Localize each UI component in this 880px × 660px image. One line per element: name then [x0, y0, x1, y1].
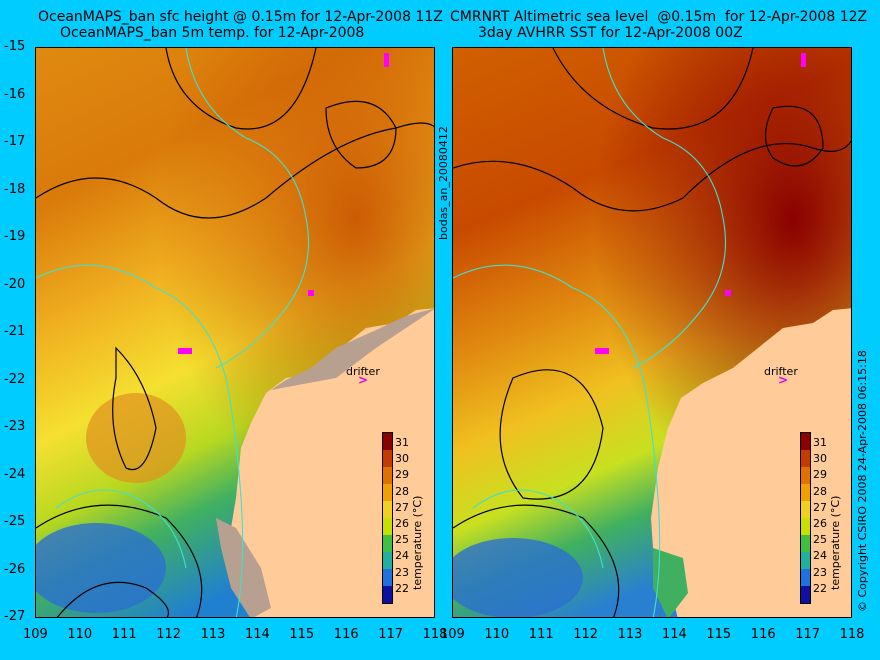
y-axis-label: -26	[4, 561, 26, 577]
bathymetry-lines-right	[453, 48, 726, 617]
colorbar-segment	[383, 467, 392, 484]
bathymetry-lines	[36, 48, 309, 617]
colorbar-tick: 31	[813, 436, 827, 449]
colorbar-right	[800, 432, 811, 604]
y-axis-label: -25	[4, 514, 26, 529]
x-axis-label: 110	[484, 627, 510, 642]
left-title-line1: OceanMAPS_ban sfc height @ 0.15m for 12-…	[38, 9, 443, 25]
right-title-line2: 3day AVHRR SST for 12-Apr-2008 00Z	[478, 25, 743, 41]
colorbar-left	[382, 432, 393, 604]
colorbar-segment	[383, 518, 392, 535]
colorbar-tick: 23	[395, 565, 409, 579]
center-date-label: bodas_an_20080412	[437, 126, 450, 240]
colorbar-tick: 29	[395, 468, 409, 482]
colorbar-segment	[801, 501, 810, 518]
left-map-image	[36, 48, 434, 617]
colorbar-tick: 26	[813, 517, 827, 530]
colorbar-tick: 24	[813, 549, 827, 563]
colorbar-segment	[801, 535, 810, 552]
y-axis-label: -23	[4, 419, 26, 434]
colorbar-tick: 23	[813, 565, 827, 579]
colorbar-tick: 28	[395, 484, 409, 498]
x-axis-label: 112	[573, 627, 599, 642]
colorbar-title-left: temperature (°C)	[411, 495, 424, 590]
colorbar-tick: 30	[813, 452, 827, 466]
colorbar-segment	[801, 569, 810, 586]
x-axis-label: 114	[662, 627, 687, 642]
left-title-line2: OceanMAPS_ban 5m temp. for 12-Apr-2008	[60, 25, 365, 41]
colorbar-tick: 29	[813, 468, 827, 482]
colorbar-segment	[801, 433, 810, 450]
colorbar-segment	[801, 467, 810, 484]
drifter-marker-left: >	[358, 373, 369, 387]
colorbar-segment	[801, 552, 810, 569]
colorbar-segment	[383, 501, 392, 518]
x-axis-label: 117	[795, 627, 821, 642]
y-axis-label: -21	[4, 324, 26, 339]
x-axis-label: 117	[378, 627, 404, 642]
highlight-markers-right	[595, 53, 806, 354]
colorbar-segment	[383, 586, 392, 603]
colorbar-tick: 30	[395, 452, 409, 466]
colorbar-tick: 25	[813, 533, 827, 547]
colorbar-segment	[383, 450, 392, 467]
x-axis-label: 109	[23, 627, 48, 642]
x-axis-label: 112	[156, 627, 182, 642]
y-axis-label: -19	[4, 229, 26, 244]
x-axis-label: 116	[750, 627, 776, 642]
right-map-panel	[452, 47, 852, 618]
colorbar-tick: 25	[395, 533, 409, 547]
colorbar-tick: 26	[395, 517, 409, 530]
x-axis-label: 118	[839, 627, 865, 642]
colorbar-tick: 27	[395, 500, 409, 514]
colorbar-title-right: temperature (°C)	[829, 495, 842, 590]
x-axis-label: 109	[440, 627, 465, 642]
colorbar-segment	[801, 484, 810, 501]
colorbar-segment	[383, 552, 392, 569]
right-title-line1: CMRNRT Altimetric sea level @0.15m for 1…	[450, 9, 868, 25]
colorbar-tick: 22	[395, 581, 409, 595]
y-axis-label: -16	[4, 86, 26, 102]
y-axis-label: -27	[4, 609, 26, 624]
colorbar-tick: 22	[813, 581, 827, 595]
left-map-panel	[35, 47, 435, 618]
x-axis-label: 111	[111, 627, 137, 642]
colorbar-segment	[801, 518, 810, 535]
y-axis-label: -15	[4, 39, 26, 54]
colorbar-segment	[801, 586, 810, 603]
drifter-marker-right: >	[778, 373, 789, 387]
x-axis-label: 115	[289, 627, 315, 642]
colorbar-segment	[383, 433, 392, 450]
x-axis-label: 114	[245, 627, 270, 642]
x-axis-label: 113	[617, 627, 643, 642]
altimetric-contours	[453, 48, 851, 617]
sea-level-contours	[36, 48, 434, 617]
colorbar-segment	[801, 450, 810, 467]
x-axis-label: 110	[67, 627, 93, 642]
colorbar-segment	[383, 569, 392, 586]
colorbar-tick: 28	[813, 484, 827, 498]
x-axis-label: 113	[200, 627, 226, 642]
copyright-label: © Copyright CSIRO 2008 24-Apr-2008 06:15…	[856, 350, 869, 612]
y-axis-label: -17	[4, 134, 26, 149]
y-axis-label: -24	[4, 466, 26, 482]
right-map-image	[453, 48, 851, 617]
drifter-label-right: drifter	[764, 365, 798, 378]
x-axis-label: 116	[333, 627, 359, 642]
x-axis-label: 111	[528, 627, 554, 642]
y-axis-label: -20	[4, 276, 26, 292]
colorbar-segment	[383, 484, 392, 501]
y-axis-label: -18	[4, 181, 26, 197]
highlight-markers	[178, 53, 389, 354]
y-axis-label: -22	[4, 371, 26, 387]
x-axis-label: 115	[706, 627, 732, 642]
colorbar-tick: 31	[395, 436, 409, 449]
colorbar-tick: 24	[395, 549, 409, 563]
drifter-label-left: drifter	[346, 365, 380, 378]
colorbar-tick: 27	[813, 500, 827, 514]
colorbar-segment	[383, 535, 392, 552]
x-axis-label: 118	[422, 627, 448, 642]
